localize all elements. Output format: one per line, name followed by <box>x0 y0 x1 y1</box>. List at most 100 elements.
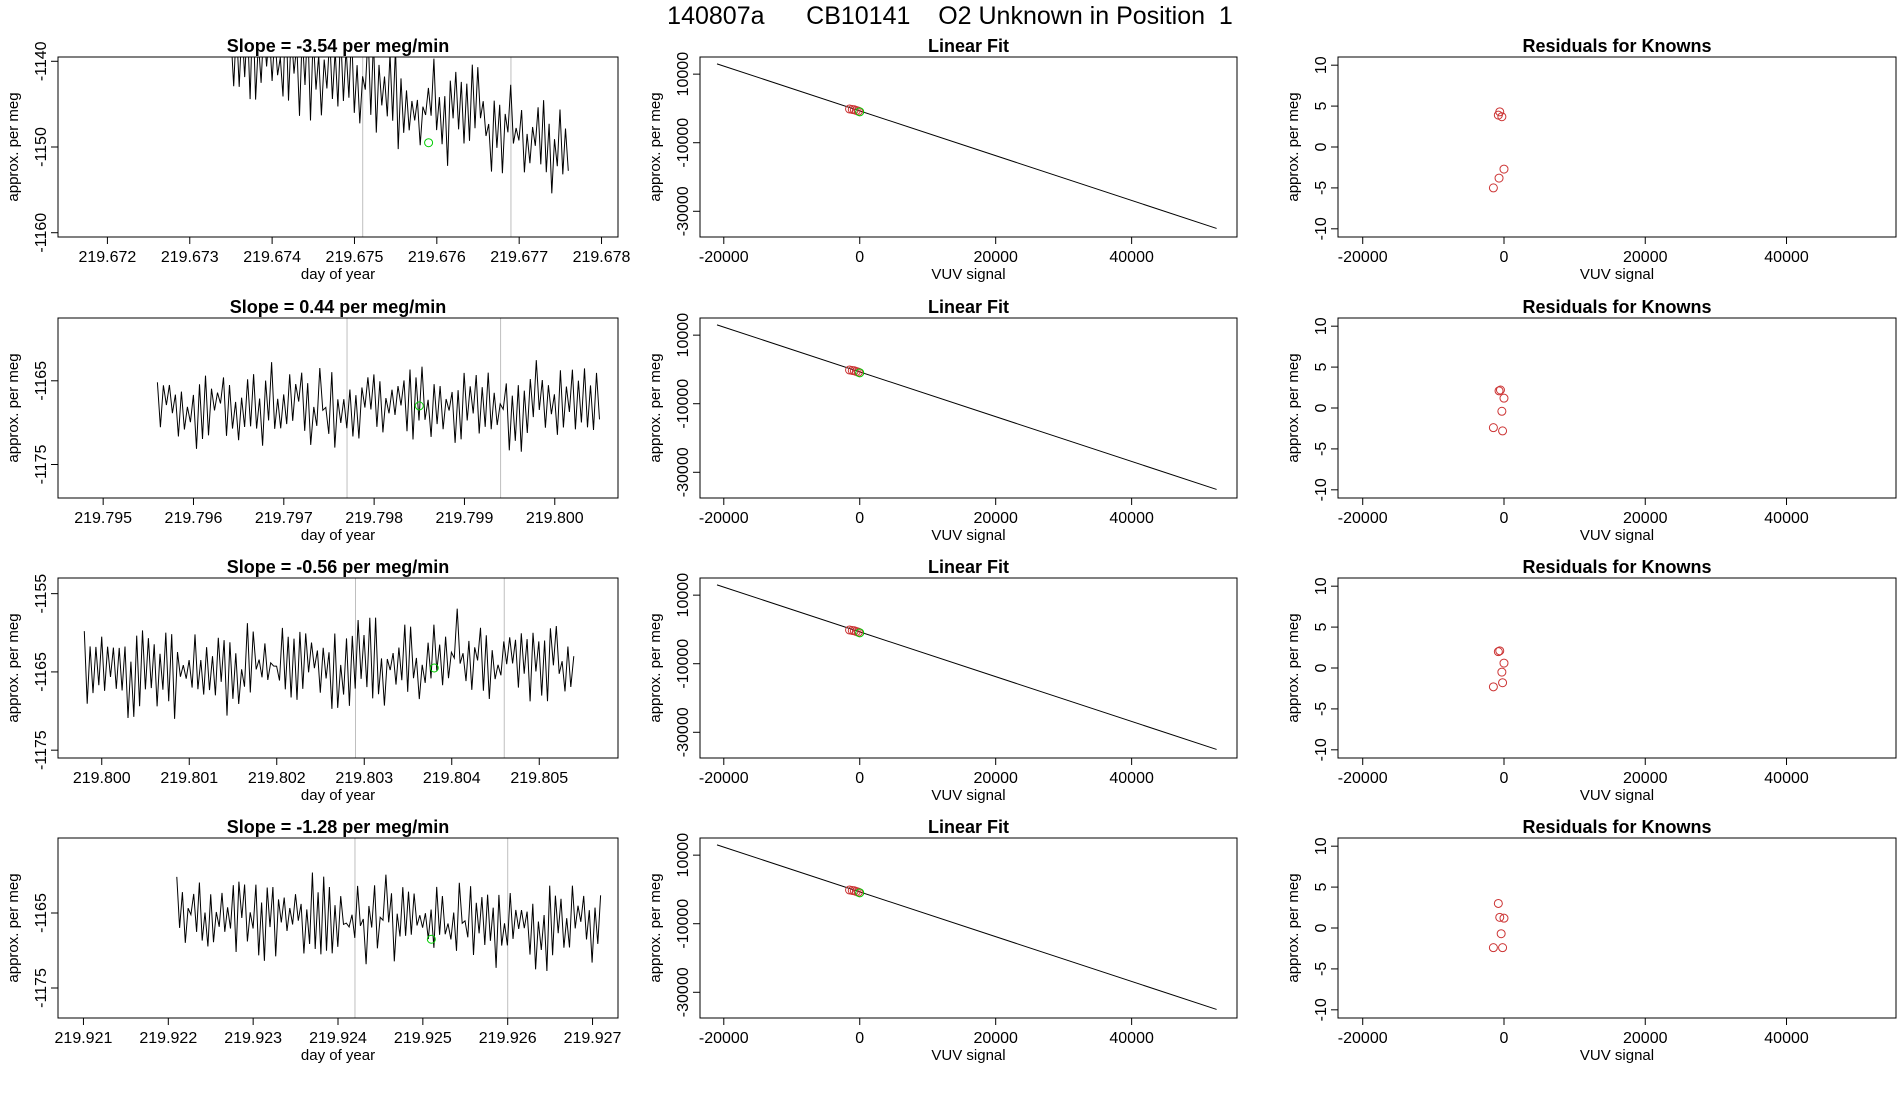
y-tick-label: 0 <box>1313 663 1330 672</box>
x-tick-label: 219.796 <box>165 510 223 527</box>
residual-point <box>1497 112 1507 122</box>
residuals-panel-row-3: Residuals for Knowns -20000 0 20000 40000 -10… <box>1285 557 1897 804</box>
x-axis-label: day of year <box>301 787 375 804</box>
known-standard-point <box>853 627 863 637</box>
linear-fit-panel-row-1: Linear Fit -20000 0 20000 40000 -30000 -10000 1… <box>647 36 1238 283</box>
plot-frame <box>1337 577 1897 759</box>
chart-title: Slope = -0.56 per meg/min <box>227 557 450 577</box>
x-tick-label: 219.799 <box>436 510 494 527</box>
x-tick-label: 0 <box>1500 1030 1509 1047</box>
data-marks <box>1488 646 1509 692</box>
residual-point <box>1488 682 1498 692</box>
fit-line <box>716 844 1217 1010</box>
plot-frame <box>1337 837 1897 1019</box>
x-tick-label: 219.924 <box>309 1030 367 1047</box>
y-tick-label: 0 <box>1313 142 1330 151</box>
y-axis-label: approx. per meg <box>1285 353 1302 462</box>
x-tick-label: -20000 <box>1338 770 1388 787</box>
x-tick-label: 40000 <box>1764 249 1809 266</box>
y-tick-label: -30000 <box>675 967 692 1017</box>
x-tick-label: 0 <box>855 770 864 787</box>
plot-frame <box>699 317 1238 499</box>
data-series-line <box>231 57 569 194</box>
y-tick-label: -5 <box>1313 702 1330 716</box>
chart-title: Slope = 0.44 per meg/min <box>230 297 447 317</box>
x-tick-label: -20000 <box>699 1030 749 1047</box>
residual-point <box>1497 667 1507 677</box>
x-tick-label: 219.676 <box>408 249 466 266</box>
y-tick-label: 0 <box>1313 403 1330 412</box>
y-tick-label: -10000 <box>675 639 692 689</box>
plot-frame <box>1337 56 1897 238</box>
x-tick-label: -20000 <box>699 510 749 527</box>
residuals-panel-row-4: Residuals for Knowns -20000 0 20000 40000 -10… <box>1285 817 1897 1064</box>
x-axis-label: day of year <box>301 527 375 544</box>
x-tick-label: 0 <box>1500 510 1509 527</box>
residual-point <box>1499 658 1509 668</box>
x-tick-label: 219.800 <box>526 510 584 527</box>
known-standard-point <box>853 367 863 377</box>
x-tick-label: -20000 <box>1338 249 1388 266</box>
residual-point <box>1499 393 1509 403</box>
y-tick-label: -10000 <box>675 899 692 949</box>
x-tick-label: 219.921 <box>55 1030 113 1047</box>
y-tick-label: 10 <box>1313 577 1330 595</box>
y-tick-label: -5 <box>1313 442 1330 456</box>
residual-point <box>1488 423 1498 433</box>
y-tick-label: -1175 <box>33 968 50 1008</box>
data-marks <box>1488 385 1509 436</box>
x-tick-label: 0 <box>855 1030 864 1047</box>
x-tick-label: 40000 <box>1109 510 1154 527</box>
x-tick-label: 20000 <box>1623 510 1668 527</box>
x-tick-label: 40000 <box>1764 510 1809 527</box>
y-tick-label: -10000 <box>675 118 692 168</box>
x-tick-label: 219.926 <box>479 1030 537 1047</box>
residual-point <box>1499 164 1509 174</box>
chart-title: Residuals for Knowns <box>1522 297 1711 317</box>
x-tick-label: -20000 <box>1338 1030 1388 1047</box>
residuals-panel-row-2: Residuals for Knowns -20000 0 20000 40000 -10… <box>1285 297 1897 544</box>
x-tick-label: 219.800 <box>73 770 131 787</box>
x-tick-label: 40000 <box>1109 770 1154 787</box>
y-tick-label: -1165 <box>33 652 50 692</box>
plot-frame <box>699 577 1238 759</box>
residual-point <box>1494 173 1504 183</box>
x-tick-label: 20000 <box>973 770 1018 787</box>
x-tick-label: 0 <box>1500 770 1509 787</box>
x-tick-label: 219.801 <box>160 770 218 787</box>
x-tick-label: 20000 <box>973 510 1018 527</box>
data-series-line <box>176 872 602 972</box>
unknown-sample-point <box>855 628 865 638</box>
x-tick-label: 219.923 <box>224 1030 282 1047</box>
residual-point <box>1493 898 1503 908</box>
data-series-line <box>83 608 575 719</box>
residual-point <box>1493 647 1503 657</box>
residual-point <box>1488 943 1498 953</box>
data-marks <box>231 57 569 237</box>
y-tick-label: -30000 <box>675 707 692 757</box>
x-tick-label: 219.678 <box>573 249 631 266</box>
data-marks <box>176 838 602 1018</box>
y-tick-label: -10000 <box>675 379 692 429</box>
plot-frame <box>57 837 619 1019</box>
y-axis-label: approx. per meg <box>5 613 22 722</box>
y-tick-label: 5 <box>1313 102 1330 111</box>
x-tick-label: -20000 <box>699 770 749 787</box>
y-tick-label: 10000 <box>675 52 692 97</box>
x-tick-label: -20000 <box>699 249 749 266</box>
y-tick-label: -10 <box>1313 738 1330 761</box>
y-tick-label: -1155 <box>33 574 50 614</box>
x-tick-label: 40000 <box>1109 1030 1154 1047</box>
x-tick-label: 20000 <box>1623 249 1668 266</box>
residual-point <box>1495 646 1505 656</box>
y-axis-label: approx. per meg <box>5 92 22 201</box>
y-tick-label: 10000 <box>675 313 692 358</box>
y-tick-label: -1175 <box>33 730 50 770</box>
x-tick-label: 20000 <box>973 249 1018 266</box>
y-tick-label: -1150 <box>33 127 50 167</box>
time-series-panel-row-1: Slope = -3.54 per meg/min 219.672 219.673 2… <box>5 36 631 283</box>
y-axis-label: approx. per meg <box>5 873 22 982</box>
x-tick-label: 0 <box>855 510 864 527</box>
y-axis-label: approx. per meg <box>5 353 22 462</box>
